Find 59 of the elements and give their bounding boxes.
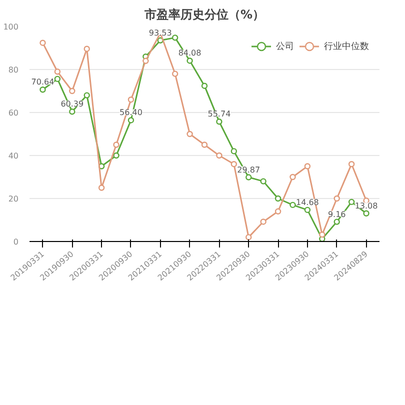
point <box>304 206 311 214</box>
legend-label: 公司 <box>276 40 295 52</box>
point <box>230 148 238 154</box>
point <box>274 195 282 202</box>
data-label: 13.08 <box>354 201 378 210</box>
point <box>98 184 105 191</box>
data-label: 55.74 <box>208 110 231 119</box>
point <box>201 82 208 89</box>
point <box>348 198 355 206</box>
legend-label: 行业中位数 <box>324 40 369 52</box>
point <box>230 161 238 168</box>
point <box>334 195 340 202</box>
point <box>113 142 120 148</box>
point <box>260 218 266 225</box>
point <box>40 40 46 46</box>
chart-title: 市盈率历史分位（%） <box>143 8 265 22</box>
point <box>304 163 311 170</box>
y-tick-label: 20 <box>8 194 19 204</box>
point <box>142 58 149 64</box>
data-label: 84.08 <box>178 48 202 58</box>
point <box>172 70 178 77</box>
point <box>113 152 120 159</box>
point <box>334 218 340 225</box>
point <box>172 34 178 41</box>
point <box>319 232 326 238</box>
point <box>84 46 90 52</box>
point <box>274 208 282 214</box>
point <box>69 88 76 94</box>
data-label: 70.64 <box>31 78 54 87</box>
point <box>40 86 46 93</box>
point <box>128 96 134 103</box>
point <box>363 210 370 216</box>
data-label: 9.16 <box>328 210 346 219</box>
point <box>84 92 90 98</box>
data-label: 93.53 <box>148 28 172 38</box>
data-label: 60.39 <box>60 100 84 109</box>
y-tick-label: 0 <box>13 238 19 246</box>
data-label: 29.87 <box>237 165 260 174</box>
data-label: 56.40 <box>120 108 142 118</box>
y-tick-label: 100 <box>3 22 19 32</box>
y-tick-label: 40 <box>8 152 19 160</box>
data-label: 14.68 <box>296 198 319 207</box>
point <box>54 76 61 82</box>
point <box>260 178 266 184</box>
y-tick-label: 80 <box>8 66 19 74</box>
point <box>54 68 61 75</box>
point <box>69 108 76 115</box>
point <box>246 234 252 240</box>
point <box>186 58 193 64</box>
point <box>186 130 193 138</box>
point <box>290 174 296 180</box>
point <box>201 142 208 148</box>
point <box>216 152 222 159</box>
point <box>128 117 134 124</box>
point <box>348 161 355 168</box>
point <box>290 202 296 208</box>
y-tick-label: 60 <box>8 108 19 118</box>
point <box>246 174 252 180</box>
point <box>216 118 222 125</box>
